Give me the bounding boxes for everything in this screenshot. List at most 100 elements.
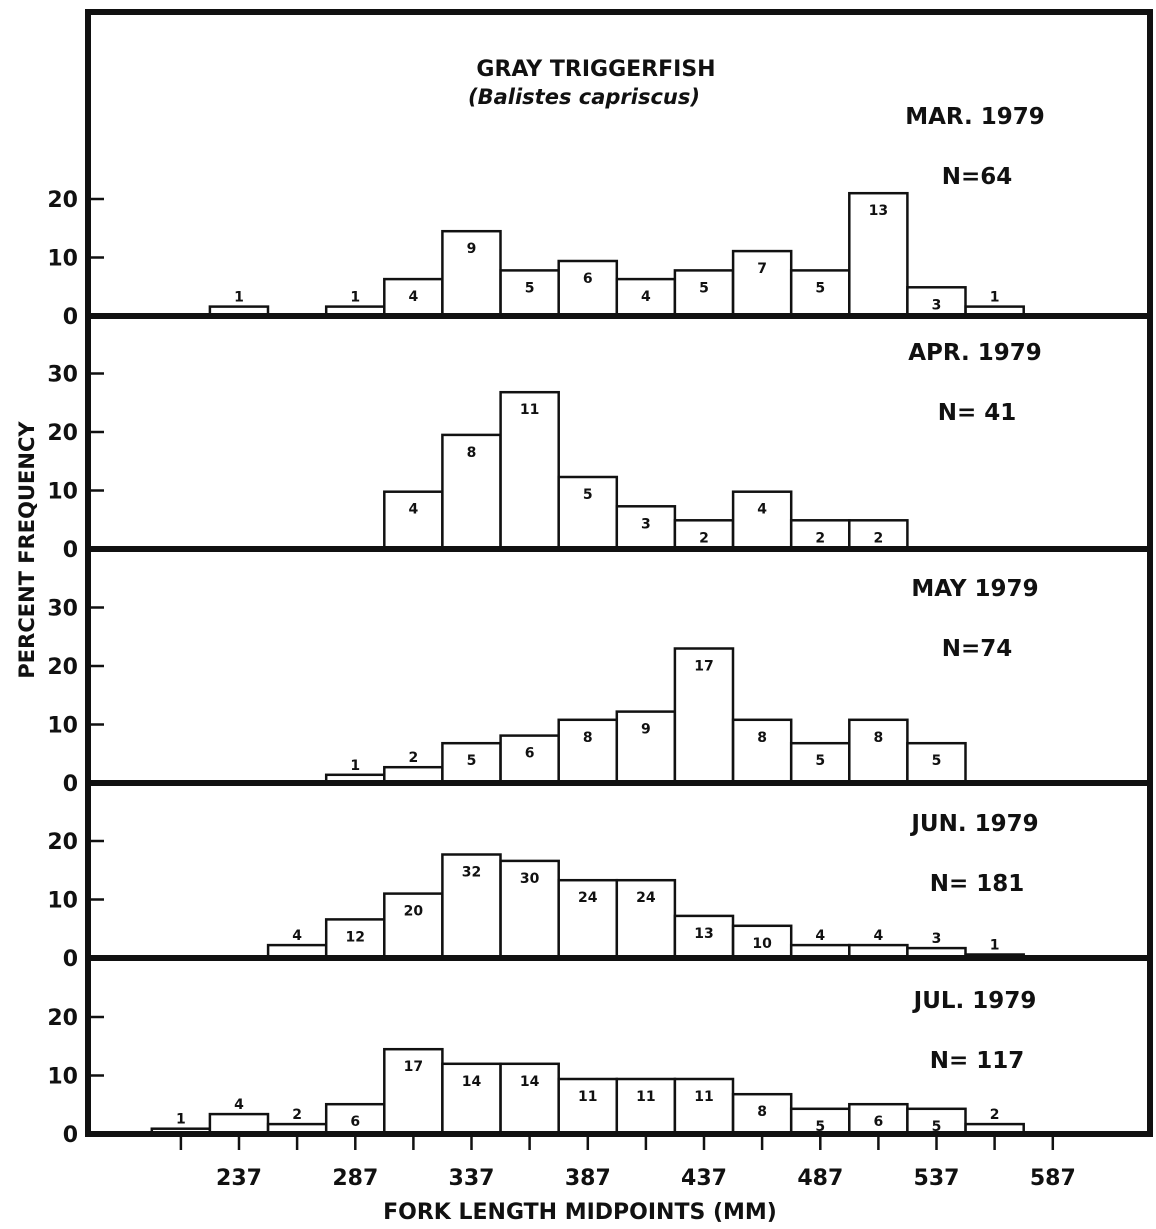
- bar-count-label: 11: [636, 1089, 655, 1105]
- panel-n-label: N=64: [942, 164, 1013, 190]
- bar-count-label: 8: [757, 1104, 767, 1120]
- bar-count-label: 1: [990, 290, 1000, 306]
- x-tick-label: 487: [797, 1166, 843, 1191]
- bar-count-label: 13: [694, 926, 713, 942]
- bar-count-label: 8: [467, 445, 477, 461]
- histogram-bar: [906, 286, 967, 318]
- bar-count-label: 17: [404, 1059, 423, 1075]
- panel-n-label: N= 117: [930, 1048, 1025, 1074]
- histogram-bar: [557, 1077, 619, 1136]
- x-axis-label: FORK LENGTH MIDPOINTS (MM): [383, 1200, 777, 1225]
- bar-count-label: 5: [525, 280, 535, 296]
- bar-count-label: 5: [815, 1119, 825, 1135]
- y-tick-label: 10: [47, 1065, 78, 1090]
- bar-count-label: 5: [583, 487, 593, 503]
- bar-count-label: 12: [346, 929, 365, 945]
- panel-date-label: APR. 1979: [908, 340, 1042, 366]
- bar-count-label: 5: [932, 753, 942, 769]
- histogram-bar: [557, 259, 619, 318]
- histogram-bar: [789, 741, 851, 785]
- bar-count-label: 3: [641, 516, 651, 532]
- panel-n-label: N= 181: [930, 871, 1025, 897]
- y-tick-label: 20: [47, 421, 78, 446]
- y-tick-label: 0: [63, 305, 78, 330]
- y-tick-label: 30: [47, 363, 78, 388]
- x-tick-label: 587: [1030, 1166, 1076, 1191]
- histogram-bar: [731, 490, 793, 551]
- bar-count-label: 4: [292, 928, 302, 944]
- x-tick-label: 337: [449, 1166, 495, 1191]
- y-tick-label: 20: [47, 188, 78, 213]
- bar-count-label: 20: [404, 904, 424, 920]
- histogram-bar: [383, 490, 444, 551]
- histogram-bar: [673, 647, 735, 785]
- bar-count-label: 6: [874, 1114, 884, 1130]
- y-tick-label: 0: [63, 772, 78, 797]
- x-tick-label: 287: [332, 1166, 378, 1191]
- bar-count-label: 1: [350, 758, 360, 774]
- bar-count-label: 2: [292, 1107, 302, 1123]
- bar-count-label: 3: [932, 931, 942, 947]
- bar-count-label: 17: [694, 659, 713, 675]
- x-tick-label: 387: [565, 1166, 611, 1191]
- bar-count-label: 5: [699, 280, 709, 296]
- panel-date-label: JUL. 1979: [912, 988, 1037, 1014]
- bar-count-label: 2: [409, 750, 419, 766]
- histogram-bar: [383, 277, 444, 318]
- panel-n-label: N= 41: [938, 400, 1017, 426]
- bar-count-label: 1: [234, 290, 244, 306]
- histogram-bar: [731, 924, 793, 960]
- panel-date-label: JUN. 1979: [909, 811, 1038, 837]
- histogram-bar: [906, 1107, 967, 1136]
- histogram-bar: [383, 1047, 444, 1136]
- x-tick-label: 237: [216, 1166, 262, 1191]
- chart-title: GRAY TRIGGERFISH: [476, 57, 715, 82]
- bar-count-label: 1: [350, 290, 360, 306]
- histogram-bar: [324, 918, 386, 960]
- bar-count-label: 14: [520, 1074, 540, 1090]
- histogram-bar: [441, 741, 502, 785]
- bar-count-label: 4: [409, 289, 419, 305]
- bar-count-label: 2: [874, 530, 884, 546]
- bar-count-label: 1: [990, 938, 1000, 954]
- bar-count-label: 11: [520, 402, 539, 418]
- y-tick-label: 10: [47, 714, 78, 739]
- y-tick-label: 10: [47, 247, 78, 272]
- histogram-bar: [499, 269, 560, 318]
- histogram-bar: [557, 878, 619, 960]
- panel-n-label: N=74: [942, 636, 1013, 662]
- y-axis-label: PERCENT FREQUENCY: [15, 421, 39, 679]
- bar-count-label: 14: [462, 1074, 482, 1090]
- bar-count-label: 9: [467, 241, 477, 257]
- bar-count-label: 24: [636, 890, 656, 906]
- histogram-bar: [848, 718, 909, 785]
- x-tick-label: 437: [681, 1166, 727, 1191]
- panel-date-label: MAR. 1979: [905, 104, 1045, 130]
- bar-count-label: 8: [757, 730, 767, 746]
- bar-count-label: 8: [874, 730, 884, 746]
- histogram-bar: [499, 734, 560, 785]
- histogram-bar: [499, 390, 560, 551]
- bar-count-label: 4: [409, 502, 419, 518]
- bar-count-label: 2: [990, 1107, 1000, 1123]
- bar-count-label: 4: [757, 502, 767, 518]
- bar-count-label: 9: [641, 722, 651, 738]
- bar-count-label: 6: [583, 271, 593, 287]
- histogram-bar: [441, 853, 502, 960]
- bar-count-label: 4: [874, 928, 884, 944]
- y-tick-label: 0: [63, 538, 78, 563]
- figure-frame: [85, 9, 1153, 1137]
- bar-count-label: 30: [520, 871, 540, 887]
- histogram-bar: [615, 878, 677, 960]
- x-tick-label: 537: [914, 1166, 960, 1191]
- bar-count-label: 11: [578, 1089, 597, 1105]
- y-tick-label: 10: [47, 889, 78, 914]
- y-tick-label: 0: [63, 1123, 78, 1148]
- bar-count-label: 6: [525, 746, 535, 762]
- y-tick-label: 30: [47, 597, 78, 622]
- bar-count-label: 5: [932, 1119, 942, 1135]
